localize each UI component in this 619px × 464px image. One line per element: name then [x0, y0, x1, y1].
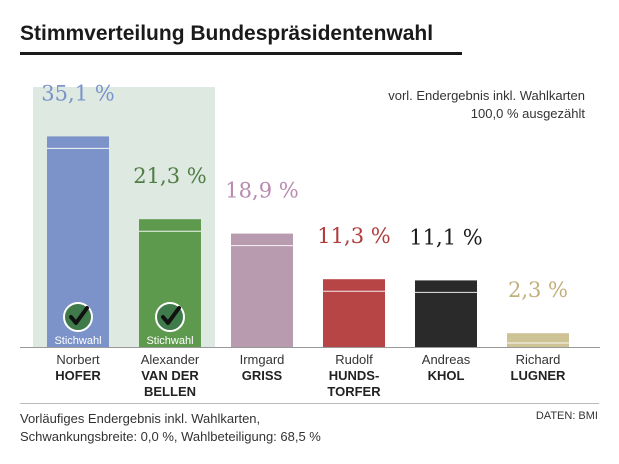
- candidate-first-name: Rudolf: [335, 352, 373, 367]
- value-label: 35,1 %: [41, 81, 114, 105]
- check-mark-icon: [161, 306, 181, 325]
- chart-title: Stimmverteilung Bundespräsidentenwahl: [20, 22, 434, 45]
- footnote-line2: Schwankungsbreite: 0,0 %, Wahlbeteiligun…: [20, 429, 321, 444]
- candidate-first-name: Andreas: [422, 352, 471, 367]
- runoff-label: Stichwahl: [54, 335, 101, 347]
- candidate-last-name: HUNDS-: [329, 368, 380, 383]
- candidate-last-name: LUGNER: [511, 368, 567, 383]
- candidate-last-name: KHOL: [428, 368, 465, 383]
- candidate-last-name: HOFER: [55, 368, 101, 383]
- candidate-first-name: Richard: [516, 352, 561, 367]
- candidate-last-name: TORFER: [327, 384, 381, 399]
- count-status-line1: vorl. Endergebnis inkl. Wahlkarten: [388, 88, 585, 103]
- footer-divider: [20, 403, 599, 404]
- footnote-line1: Vorläufiges Endergebnis inkl. Wahlkarten…: [20, 411, 261, 426]
- candidate-first-name: Alexander: [141, 352, 200, 367]
- candidate-last-name: BELLEN: [144, 384, 196, 399]
- candidate-first-name: Norbert: [56, 352, 100, 367]
- candidate-first-name: Irmgard: [240, 352, 285, 367]
- candidate-last-name: GRISS: [242, 368, 283, 383]
- value-label: 21,3 %: [133, 164, 206, 188]
- bar: [323, 279, 385, 347]
- candidate-last-name: VAN DER: [141, 368, 199, 383]
- data-source: DATEN: BMI: [535, 410, 598, 422]
- value-label: 11,1 %: [409, 225, 482, 249]
- bar: [231, 233, 293, 347]
- runoff-label: Stichwahl: [146, 335, 193, 347]
- value-label: 2,3 %: [508, 278, 568, 302]
- value-label: 18,9 %: [225, 179, 298, 203]
- value-label: 11,3 %: [317, 224, 390, 248]
- bar: [415, 280, 477, 347]
- count-status-line2: 100,0 % ausgezählt: [470, 106, 585, 121]
- check-mark-icon: [69, 306, 89, 325]
- title-underline: [20, 52, 462, 55]
- bar: [507, 333, 569, 347]
